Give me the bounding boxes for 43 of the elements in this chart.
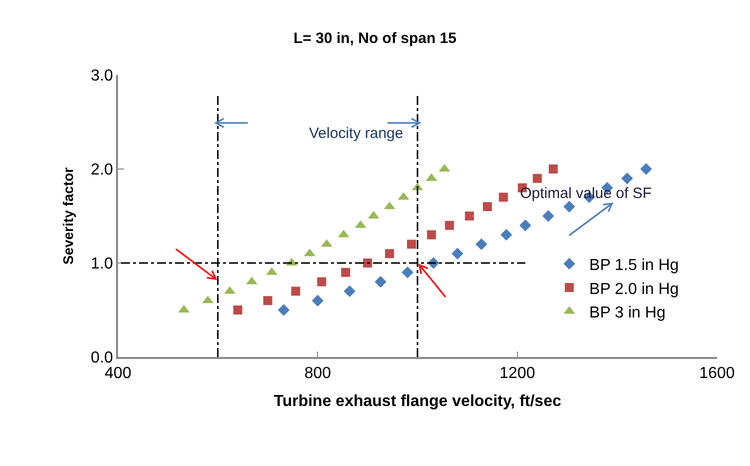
point <box>476 238 488 250</box>
x-tick-label: 400 <box>104 364 132 382</box>
y-tick-label: 2.0 <box>90 162 114 179</box>
y-tick-label: 0.0 <box>90 350 114 367</box>
x-tick-label: 1200 <box>500 364 536 382</box>
point <box>426 230 436 240</box>
point <box>385 249 394 258</box>
point <box>563 200 576 212</box>
legend-label: BP 2.0 in Hg <box>589 280 679 298</box>
y-tick-label: 3.0 <box>90 68 114 85</box>
annotation: Velocity range <box>309 125 404 142</box>
x-tick-label: 800 <box>304 364 332 382</box>
point <box>341 268 350 277</box>
point <box>233 306 242 314</box>
point <box>482 202 492 212</box>
point <box>363 258 372 268</box>
legend-label: BP 3 in Hg <box>589 304 666 322</box>
point <box>344 285 356 298</box>
point <box>263 296 272 306</box>
point <box>402 266 414 278</box>
point <box>452 248 464 260</box>
point <box>407 240 416 249</box>
legend-label: BP 1.5 in Hg <box>589 256 679 274</box>
point <box>374 276 386 288</box>
chart-title: L= 30 in, No of span 15 <box>294 30 456 48</box>
point <box>498 192 508 202</box>
point <box>519 220 532 232</box>
x-tick-label: 1600 <box>699 364 735 382</box>
point <box>542 210 554 222</box>
point <box>444 220 454 230</box>
point <box>278 304 290 316</box>
point <box>291 286 300 296</box>
point <box>548 164 558 174</box>
point <box>317 277 326 286</box>
point <box>312 294 324 306</box>
y-tick-label: 1.0 <box>90 256 114 273</box>
x-axis-title: Turbine exhaust flange velocity, ft/sec <box>274 393 562 410</box>
point <box>464 212 474 220</box>
point <box>621 172 633 184</box>
y-axis-title: Severity factor <box>60 166 76 265</box>
point <box>640 163 652 175</box>
point <box>532 174 542 183</box>
point <box>500 228 512 241</box>
